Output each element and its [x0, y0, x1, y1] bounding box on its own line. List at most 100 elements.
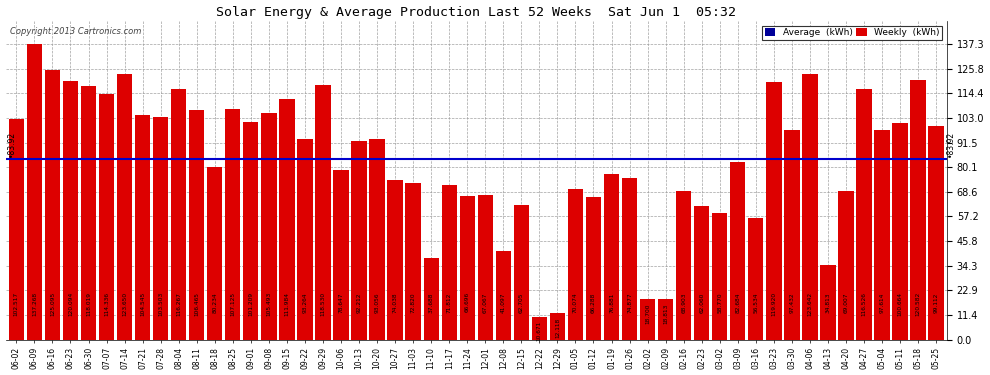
Text: 82.684: 82.684: [736, 292, 741, 313]
Bar: [334, 170, 348, 339]
Bar: [189, 111, 204, 339]
Bar: [279, 99, 295, 339]
Bar: [225, 109, 241, 339]
Bar: [911, 80, 926, 339]
Bar: [351, 141, 366, 339]
Text: 66.288: 66.288: [591, 292, 596, 313]
Bar: [62, 81, 78, 339]
Text: 67.067: 67.067: [483, 292, 488, 313]
Text: 66.696: 66.696: [464, 292, 469, 312]
Text: 74.038: 74.038: [393, 292, 398, 313]
Bar: [766, 81, 781, 339]
Bar: [496, 251, 511, 339]
Text: 56.534: 56.534: [753, 292, 758, 313]
Text: 62.060: 62.060: [699, 292, 704, 313]
Bar: [748, 218, 763, 339]
Text: 37.688: 37.688: [429, 292, 434, 313]
Text: 71.812: 71.812: [446, 292, 451, 313]
Text: 70.074: 70.074: [573, 292, 578, 313]
Bar: [9, 119, 24, 339]
Text: 104.545: 104.545: [141, 292, 146, 316]
Bar: [424, 258, 439, 339]
Bar: [658, 299, 673, 339]
Bar: [171, 89, 186, 339]
Bar: [712, 213, 728, 339]
Bar: [369, 140, 385, 339]
Bar: [892, 123, 908, 339]
Text: 116.267: 116.267: [176, 292, 181, 316]
Bar: [821, 265, 836, 339]
Bar: [27, 44, 43, 339]
Text: 116.526: 116.526: [861, 292, 866, 316]
Text: 74.877: 74.877: [627, 292, 632, 313]
Text: 10.671: 10.671: [537, 321, 542, 341]
Text: 118.530: 118.530: [321, 292, 326, 316]
Text: 101.209: 101.209: [248, 292, 253, 316]
Bar: [514, 205, 529, 339]
Text: 119.920: 119.920: [771, 292, 776, 316]
Title: Solar Energy & Average Production Last 52 Weeks  Sat Jun 1  05:32: Solar Energy & Average Production Last 5…: [216, 6, 737, 18]
Text: Copyright 2013 Cartronics.com: Copyright 2013 Cartronics.com: [10, 27, 142, 36]
Bar: [315, 84, 331, 339]
Text: 41.097: 41.097: [501, 292, 506, 313]
Text: 68.903: 68.903: [681, 292, 686, 313]
Bar: [117, 74, 133, 339]
Text: 93.264: 93.264: [302, 292, 308, 313]
Bar: [387, 180, 403, 339]
Bar: [802, 74, 818, 339]
Text: 93.056: 93.056: [374, 292, 379, 313]
Bar: [532, 316, 547, 339]
Text: 69.007: 69.007: [843, 292, 848, 313]
Text: 123.642: 123.642: [808, 292, 813, 316]
Text: 106.465: 106.465: [194, 292, 199, 316]
Text: 120.094: 120.094: [68, 292, 73, 316]
Text: 97.432: 97.432: [789, 292, 794, 313]
Text: 107.125: 107.125: [231, 292, 236, 316]
Text: 80.234: 80.234: [212, 292, 217, 313]
Text: 99.112: 99.112: [934, 292, 939, 313]
Text: 137.268: 137.268: [32, 292, 37, 316]
Text: 62.705: 62.705: [519, 292, 524, 313]
Bar: [244, 122, 258, 339]
Text: 123.650: 123.650: [122, 292, 127, 316]
Legend: Average  (kWh), Weekly  (kWh): Average (kWh), Weekly (kWh): [762, 26, 942, 40]
Text: 111.984: 111.984: [284, 292, 289, 316]
Bar: [784, 130, 800, 339]
Bar: [694, 206, 710, 339]
Text: 120.582: 120.582: [916, 292, 921, 316]
Bar: [874, 129, 890, 339]
Bar: [604, 174, 619, 339]
Bar: [81, 86, 96, 339]
Text: •83.92: •83.92: [946, 131, 955, 157]
Text: 125.095: 125.095: [50, 292, 55, 316]
Bar: [640, 299, 655, 339]
Bar: [549, 314, 565, 339]
Text: 34.813: 34.813: [826, 292, 831, 313]
Bar: [442, 185, 456, 339]
Text: 114.336: 114.336: [104, 292, 109, 316]
Bar: [45, 70, 60, 339]
Bar: [929, 126, 943, 339]
Text: 105.493: 105.493: [266, 292, 271, 316]
Bar: [586, 197, 601, 339]
Text: 100.664: 100.664: [898, 292, 903, 316]
Text: 76.881: 76.881: [609, 292, 614, 313]
Bar: [568, 189, 583, 339]
Bar: [406, 183, 421, 339]
Bar: [297, 139, 313, 339]
Bar: [153, 117, 168, 339]
Text: 58.770: 58.770: [717, 292, 723, 313]
Text: 72.820: 72.820: [411, 292, 416, 313]
Bar: [99, 93, 114, 339]
Bar: [622, 178, 638, 339]
Bar: [261, 112, 276, 339]
Text: 92.212: 92.212: [356, 292, 361, 313]
Text: 118.019: 118.019: [86, 292, 91, 316]
Text: 18.813: 18.813: [663, 303, 668, 324]
Bar: [856, 89, 871, 339]
Text: 18.700: 18.700: [645, 304, 650, 324]
Text: 103.503: 103.503: [158, 292, 163, 316]
Bar: [730, 162, 745, 339]
Bar: [135, 115, 150, 339]
Bar: [839, 191, 853, 339]
